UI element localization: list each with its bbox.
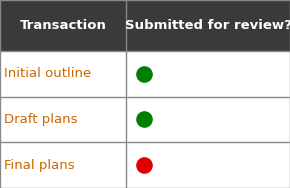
Bar: [126, 0, 290, 51]
Point: [142, 118, 146, 121]
Point: [142, 164, 146, 167]
Bar: [0, 142, 126, 188]
Text: Final plans: Final plans: [4, 159, 75, 172]
Bar: [0, 51, 126, 96]
Point: [142, 72, 146, 75]
Text: Initial outline: Initial outline: [4, 67, 91, 80]
Bar: [0, 0, 126, 51]
Bar: [126, 96, 290, 142]
Bar: [126, 51, 290, 96]
Bar: [126, 142, 290, 188]
Text: Submitted for review?: Submitted for review?: [125, 19, 290, 32]
Text: Transaction: Transaction: [20, 19, 106, 32]
Bar: [0, 96, 126, 142]
Text: Draft plans: Draft plans: [4, 113, 77, 126]
